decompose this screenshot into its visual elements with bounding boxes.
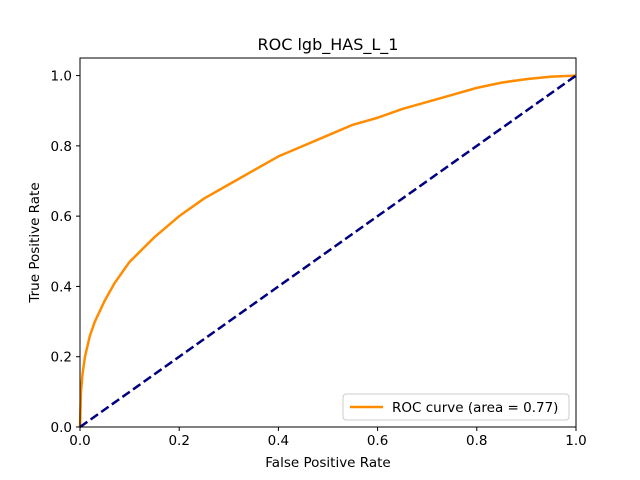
- x-tick-label: 0.6: [367, 433, 388, 449]
- legend: ROC curve (area = 0.77): [342, 393, 570, 421]
- legend-label-roc: ROC curve (area = 0.77): [392, 400, 558, 416]
- y-tick-label: 0.2: [51, 350, 72, 366]
- y-tick-label: 0.6: [51, 209, 72, 225]
- chance-diagonal-line: [79, 74, 577, 429]
- y-axis-label: True Positive Rate: [27, 182, 43, 303]
- x-tick-label: 1.0: [565, 433, 586, 449]
- x-tick-label: 0.4: [268, 433, 289, 449]
- plot-frame: [79, 57, 577, 428]
- x-tick-label: 0.8: [466, 433, 487, 449]
- y-tick-label: 1.0: [51, 69, 72, 85]
- series-layer: [78, 74, 577, 429]
- legend-frame: [342, 393, 570, 421]
- roc-curve-line: [78, 74, 577, 428]
- x-tick-label: 0.0: [69, 433, 90, 449]
- y-tick-label: 0.0: [51, 420, 72, 436]
- y-axis-ticks: 0.0 0.2 0.4 0.6 0.8 1.0: [51, 69, 80, 436]
- y-tick-label: 0.4: [51, 279, 72, 295]
- x-axis-label: False Positive Rate: [265, 455, 390, 471]
- x-tick-label: 0.2: [168, 433, 189, 449]
- plot-area: [78, 74, 577, 429]
- y-tick-label: 0.8: [51, 139, 72, 155]
- x-axis-ticks: 0.0 0.2 0.4 0.6 0.8 1.0: [69, 427, 587, 449]
- chart-title: ROC lgb_HAS_L_1: [258, 35, 399, 55]
